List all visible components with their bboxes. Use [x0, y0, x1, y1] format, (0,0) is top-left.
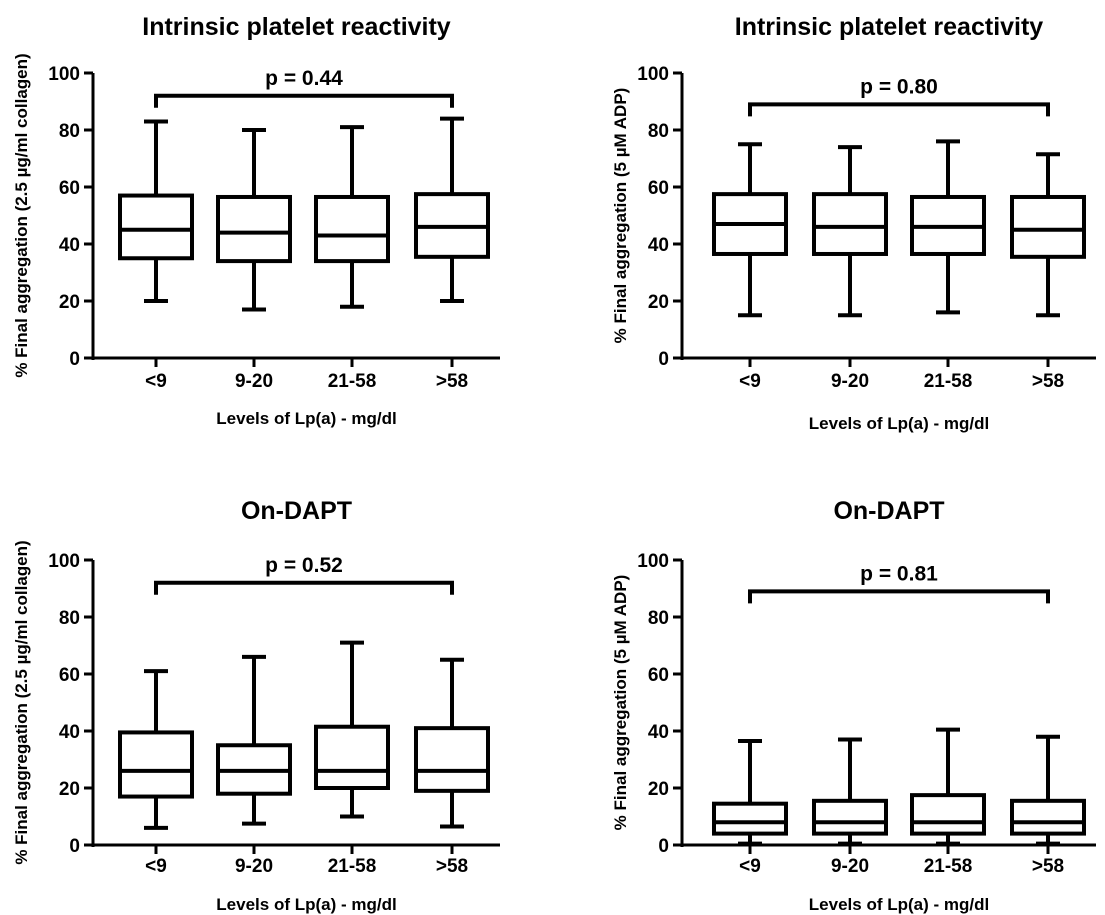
x-tick-label: <9: [145, 856, 167, 877]
box-2158-2: [314, 125, 390, 309]
box-58-3: [414, 116, 490, 303]
x-tick-label: 21-58: [328, 856, 377, 877]
box-58-3: [414, 657, 490, 829]
box-58-3: [1010, 152, 1086, 318]
box-9-0: [118, 119, 194, 303]
box-9-0: [712, 738, 788, 846]
iqr-box: [414, 726, 490, 793]
box-920-1: [812, 737, 888, 846]
x-tick-label: >58: [1032, 856, 1064, 877]
x-axis-label: Levels of Lp(a) - mg/dl: [216, 409, 396, 428]
chart-panel-4: On-DAPT 0 20 40 60 80 100 % Final aggregation (…: [611, 497, 1096, 914]
iqr-box: [1010, 194, 1086, 259]
p-value-label: p = 0.81: [860, 562, 938, 585]
box-9-0: [712, 142, 788, 318]
y-tick-label: 60: [648, 178, 669, 199]
y-tick-label: 80: [648, 121, 669, 142]
box-58-3: [1010, 734, 1086, 846]
box-2158-2: [314, 640, 390, 819]
iqr-box: [314, 724, 390, 790]
chart-title: On-DAPT: [833, 497, 944, 525]
y-tick-label: 0: [658, 349, 669, 370]
box-920-1: [812, 145, 888, 318]
chart-title: On-DAPT: [241, 497, 352, 525]
y-axis-label: % Final aggregation (2.5 µg/ml collagen): [12, 540, 31, 864]
box-920-1: [216, 654, 292, 826]
x-tick-label: 9-20: [235, 856, 273, 877]
iqr-box: [910, 793, 986, 836]
y-tick-label: 100: [637, 551, 669, 572]
x-axis-label: Levels of Lp(a) - mg/dl: [809, 414, 989, 433]
box-9-0: [118, 669, 194, 830]
chart-panel-2: Intrinsic platelet reactivity 0 20 40 60 80 10…: [611, 13, 1096, 433]
iqr-box: [216, 194, 292, 264]
y-tick-label: 40: [648, 722, 669, 743]
significance-bracket: [748, 589, 1050, 604]
x-axis-label: Levels of Lp(a) - mg/dl: [216, 895, 396, 914]
iqr-box: [314, 194, 390, 264]
iqr-box: [712, 801, 788, 836]
p-value-label: p = 0.80: [860, 75, 938, 98]
y-axis-label: % Final aggregation (5 µM ADP): [611, 575, 630, 831]
x-tick-label: <9: [145, 371, 167, 392]
x-tick-label: <9: [739, 856, 761, 877]
chart-title: Intrinsic platelet reactivity: [735, 13, 1044, 41]
y-tick-label: 0: [69, 836, 80, 857]
x-tick-label: >58: [436, 371, 468, 392]
box-2158-2: [910, 139, 986, 315]
x-tick-label: 9-20: [831, 856, 869, 877]
y-axis-label: % Final aggregation (2.5 µg/ml collagen): [12, 53, 31, 377]
iqr-box: [1010, 798, 1086, 836]
iqr-box: [812, 798, 888, 836]
y-tick-label: 20: [648, 292, 669, 313]
x-tick-label: 21-58: [328, 371, 377, 392]
chart-title: Intrinsic platelet reactivity: [142, 13, 451, 41]
y-tick-label: 100: [637, 64, 669, 85]
iqr-box: [118, 730, 194, 799]
chart-panel-3: On-DAPT 0 20 40 60 80 100 % Final aggregation (…: [12, 497, 500, 914]
y-tick-label: 40: [59, 235, 80, 256]
iqr-box: [812, 192, 888, 256]
y-tick-label: 60: [648, 665, 669, 686]
x-tick-label: 21-58: [924, 856, 973, 877]
y-tick-label: 0: [69, 349, 80, 370]
box-2158-2: [910, 727, 986, 846]
y-tick-label: 20: [59, 779, 80, 800]
p-value-label: p = 0.52: [265, 554, 343, 577]
x-tick-label: >58: [1032, 371, 1064, 392]
y-tick-label: 0: [658, 836, 669, 857]
y-tick-label: 80: [59, 121, 80, 142]
y-tick-label: 20: [59, 292, 80, 313]
x-axis-label: Levels of Lp(a) - mg/dl: [809, 895, 989, 914]
x-tick-label: 9-20: [831, 371, 869, 392]
y-tick-label: 20: [648, 779, 669, 800]
y-tick-label: 60: [59, 178, 80, 199]
x-tick-label: >58: [436, 856, 468, 877]
y-tick-label: 60: [59, 665, 80, 686]
y-tick-label: 40: [648, 235, 669, 256]
y-tick-label: 80: [648, 608, 669, 629]
y-axis-label: % Final aggregation (5 µM ADP): [611, 88, 630, 344]
box-920-1: [216, 128, 292, 312]
y-tick-label: 100: [48, 64, 80, 85]
iqr-box: [118, 193, 194, 261]
significance-bracket: [154, 93, 454, 108]
significance-bracket: [154, 580, 454, 595]
y-tick-label: 80: [59, 608, 80, 629]
p-value-label: p = 0.44: [265, 67, 343, 90]
y-tick-label: 100: [48, 551, 80, 572]
chart-panel-1: Intrinsic platelet reactivity 0 20 40 60 80 10…: [12, 13, 500, 428]
x-tick-label: <9: [739, 371, 761, 392]
y-tick-label: 40: [59, 722, 80, 743]
x-tick-label: 9-20: [235, 371, 273, 392]
x-tick-label: 21-58: [924, 371, 973, 392]
significance-bracket: [748, 102, 1050, 117]
